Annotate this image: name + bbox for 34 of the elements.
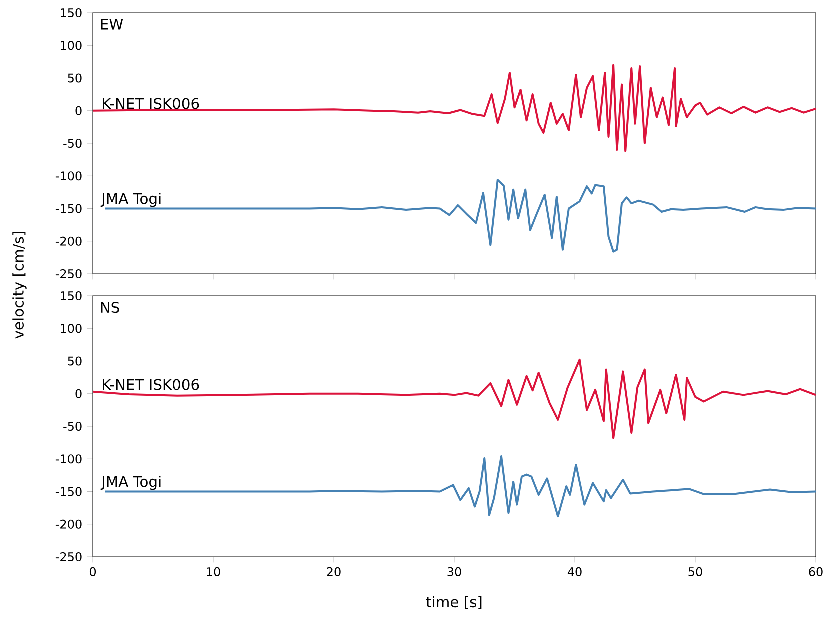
series-label: JMA Togi — [100, 476, 161, 490]
y-tick-label: -200 — [56, 236, 82, 246]
x-tick-label: 0 — [90, 567, 96, 576]
series-label: K-NET ISK006 — [103, 379, 200, 390]
x-tick-label: 20 — [327, 567, 341, 576]
line-series — [93, 358, 816, 440]
y-tick-label: 150 — [61, 8, 82, 18]
annotation: NS — [101, 302, 120, 314]
y-tick-label: 100 — [61, 41, 82, 50]
y-tick-label: -250 — [56, 269, 82, 279]
y-tick-label: 100 — [61, 324, 82, 334]
y-tick-label: -100 — [56, 454, 82, 464]
y-tick-label: 0 — [76, 389, 82, 398]
y-tick-label: -100 — [56, 172, 82, 181]
y-tick-label: -150 — [56, 204, 82, 214]
y-tick-label: -50 — [64, 422, 82, 432]
y-axis-title: velocity [cm/s] — [12, 232, 27, 339]
series-label: JMA Togi — [100, 192, 161, 208]
y-tick-label: 50 — [68, 356, 82, 366]
y-tick-label: -150 — [56, 487, 82, 496]
x-tick-label: 30 — [448, 567, 462, 576]
x-axis-title: time [s] — [426, 596, 482, 610]
y-tick-label: -250 — [56, 552, 82, 562]
y-tick-label: 150 — [61, 291, 82, 301]
annotation: EW — [101, 19, 124, 30]
y-tick-label: -50 — [64, 138, 82, 148]
x-tick-label: 60 — [809, 567, 823, 576]
y-tick-label: 0 — [76, 106, 82, 116]
x-tick-label: 10 — [207, 567, 220, 576]
x-tick-label: 40 — [568, 567, 582, 576]
x-tick-label: 50 — [688, 567, 702, 576]
y-tick-label: -200 — [56, 520, 82, 529]
y-tick-label: 50 — [68, 74, 82, 83]
series-label: K-NET ISK006 — [103, 98, 200, 110]
